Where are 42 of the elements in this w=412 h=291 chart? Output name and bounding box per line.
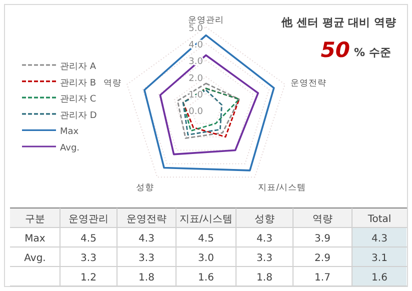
legend-label: 관리자 D — [60, 110, 97, 121]
data-label: 1.2 — [80, 272, 96, 284]
x-tick-label: 운영관리 — [68, 214, 108, 225]
x-tick-label: 운영전략 — [126, 214, 166, 225]
y-axis-title: 구분 — [25, 214, 45, 225]
data-label: 4.3 — [256, 233, 272, 244]
data-label: 3.3 — [138, 252, 154, 264]
data-label: 3.3 — [80, 252, 96, 264]
legend-label: Max — [60, 127, 80, 138]
spoke-label: 성향 — [136, 182, 154, 193]
data-label: 1.8 — [256, 272, 272, 284]
data-label: 2.9 — [314, 252, 330, 264]
chart-title: 他 센터 평균 대비 역량 — [280, 16, 396, 29]
y-tick-label: 5.0 — [188, 24, 204, 34]
data-label: 3.3 — [256, 252, 272, 264]
x-tick-label: 역량 — [312, 214, 332, 225]
x-tick-label: 지표/시스템 — [179, 214, 233, 225]
data-label: 1.8 — [138, 272, 154, 284]
spoke-label: 역량 — [104, 78, 122, 89]
data-label: 3.9 — [314, 233, 330, 244]
spoke-label: 운영관리 — [188, 16, 224, 26]
data-label: 3.1 — [372, 252, 388, 264]
y-tick-label: 0.0 — [188, 107, 204, 117]
data-label: 1.6 — [372, 272, 388, 284]
data-label: 1.7 — [314, 272, 330, 284]
legend-label: 관리자 A — [60, 62, 97, 72]
data-label: 4.5 — [198, 233, 214, 244]
legend-label: 관리자 B — [60, 78, 96, 88]
y-tick-label: 2.0 — [188, 74, 204, 84]
legend-label: 관리자 C — [60, 94, 96, 105]
text: % 수준 — [354, 46, 391, 59]
data-label: 3.0 — [198, 252, 214, 264]
data-label: 1.6 — [198, 272, 214, 284]
text: 50 — [320, 38, 350, 62]
legend-label: Avg. — [60, 144, 80, 154]
spoke-label: 지표/시스템 — [258, 182, 306, 193]
data-label: 4.3 — [372, 233, 388, 244]
x-tick-label: 성향 — [254, 214, 274, 225]
data-label: 4.3 — [138, 233, 154, 244]
data-label: 4.5 — [80, 233, 96, 244]
spoke-label: 운영전략 — [290, 78, 326, 89]
x-tick-label: Total — [366, 214, 392, 225]
